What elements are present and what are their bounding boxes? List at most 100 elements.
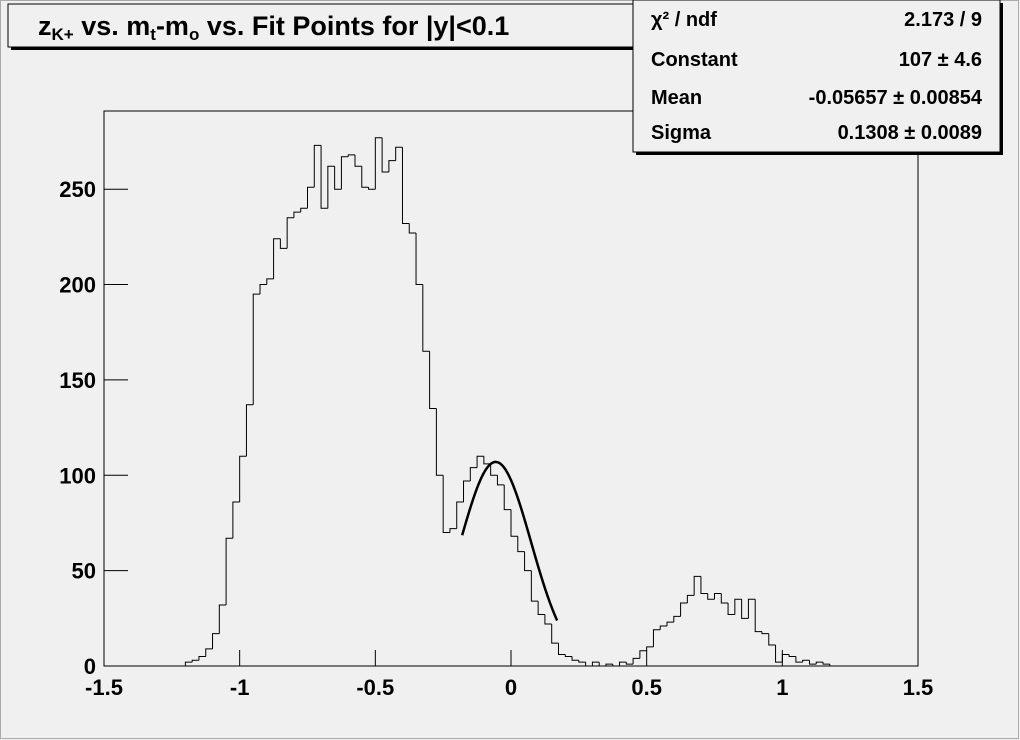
histogram-bin	[761, 631, 769, 635]
histogram-bin	[808, 660, 817, 665]
histogram-bin	[707, 593, 715, 600]
histogram-bin	[198, 655, 206, 661]
histogram-bin	[659, 625, 668, 630]
histogram-bin	[476, 455, 484, 468]
histogram-bin	[666, 621, 674, 626]
histogram-bin	[340, 156, 349, 190]
histogram-bin	[612, 664, 620, 667]
histogram-bin	[781, 654, 790, 663]
histogram-bin	[388, 160, 396, 173]
histogram-bin	[286, 217, 294, 249]
histogram-bin	[415, 233, 423, 286]
y-tick-label: 100	[59, 463, 96, 488]
title-segment: vs. Fit Points for |y|<0.1	[199, 11, 509, 41]
stats-name: Sigma	[651, 122, 712, 144]
title-segment: -m	[156, 11, 189, 41]
histogram-bin	[591, 661, 600, 666]
histogram-bin	[429, 351, 437, 410]
histogram-bin	[293, 211, 301, 218]
histogram-bin	[259, 284, 267, 295]
title-segment: K+	[52, 25, 74, 44]
histogram-bin	[693, 575, 701, 596]
chart-title: zK+ vs. mt-mo vs. Fit Points for |y|<0.1	[38, 11, 509, 44]
histogram-bin	[822, 662, 830, 665]
x-tick-label: -1	[230, 675, 250, 700]
histogram-bin	[619, 661, 627, 666]
histogram-bin	[510, 509, 518, 537]
histogram-bin	[680, 602, 688, 617]
histogram-bin	[490, 463, 498, 476]
histogram-bin	[503, 484, 511, 511]
histogram-bin	[266, 278, 274, 285]
histogram-bin	[347, 154, 355, 157]
x-tick-label: -0.5	[356, 675, 394, 700]
histogram-bin	[218, 604, 227, 634]
histogram-bin	[239, 455, 247, 502]
histogram-bin	[551, 624, 559, 644]
histogram-bin	[585, 662, 593, 667]
histogram-bin	[327, 165, 335, 209]
histogram-bin	[646, 646, 654, 651]
stats-value: 2.173 / 9	[904, 9, 982, 31]
title-segment: vs. m	[74, 11, 151, 41]
histogram-bin	[252, 293, 261, 405]
y-tick-label: 150	[59, 368, 96, 393]
histogram-bin	[381, 137, 389, 173]
stats-name: χ² / ndf	[651, 9, 717, 31]
histogram-bin	[714, 593, 722, 600]
histogram-bin	[517, 536, 525, 553]
stats-value: 0.1308 ± 0.0089	[838, 122, 982, 144]
stats-name: Constant	[651, 49, 738, 71]
x-tick-label: 0.5	[631, 675, 662, 700]
histogram-bin	[775, 645, 783, 663]
histogram-bin	[374, 137, 383, 190]
histogram-bin	[225, 537, 233, 605]
x-tick-label: -1.5	[85, 675, 123, 700]
title-segment: o	[189, 25, 199, 44]
fit-curve	[460, 460, 559, 621]
histogram-bin	[639, 650, 647, 659]
histogram-bin	[795, 656, 803, 663]
histogram-bin	[747, 598, 756, 619]
histogram-bin	[544, 614, 552, 625]
title-segment: t	[150, 25, 156, 44]
histogram-bin	[530, 570, 539, 602]
histogram-bin	[734, 598, 742, 615]
title-box	[7, 3, 637, 48]
histogram-bin	[625, 662, 634, 665]
histogram-bin	[368, 187, 376, 190]
histogram-bin	[686, 594, 695, 604]
histogram-bin	[652, 629, 661, 647]
histogram-bin	[232, 501, 240, 539]
x-tick-label: 1	[776, 675, 788, 700]
histogram-bin	[720, 593, 729, 604]
x-tick-label: 0	[505, 675, 517, 700]
histogram-bin	[422, 284, 430, 352]
histogram-bin	[456, 501, 464, 529]
histogram-bin	[537, 601, 545, 616]
histogram-bin	[279, 238, 288, 249]
stats-value: -0.05657 ± 0.00854	[809, 87, 983, 109]
histogram-bin	[564, 654, 573, 657]
x-tick-label: 1.5	[903, 675, 934, 700]
histogram-bin	[354, 154, 362, 167]
histogram-bin	[300, 207, 308, 213]
histogram-bin	[802, 659, 810, 663]
y-tick-label: 0	[84, 654, 96, 679]
histogram-bin	[754, 599, 762, 633]
histogram-bin	[578, 660, 586, 663]
histogram-bin	[395, 146, 403, 161]
histogram-bin	[727, 603, 735, 616]
histogram-bin	[496, 475, 505, 486]
histogram-bin	[598, 662, 606, 667]
histogram-bin	[435, 408, 444, 476]
histogram-bin	[605, 663, 613, 666]
y-tick-label: 250	[59, 177, 96, 202]
histogram-bin	[313, 144, 322, 188]
histogram-bin	[788, 654, 796, 657]
histogram-bin	[463, 480, 471, 502]
histogram-bin	[449, 528, 457, 533]
histogram-bin	[334, 166, 342, 190]
histogram-bin	[401, 147, 410, 225]
